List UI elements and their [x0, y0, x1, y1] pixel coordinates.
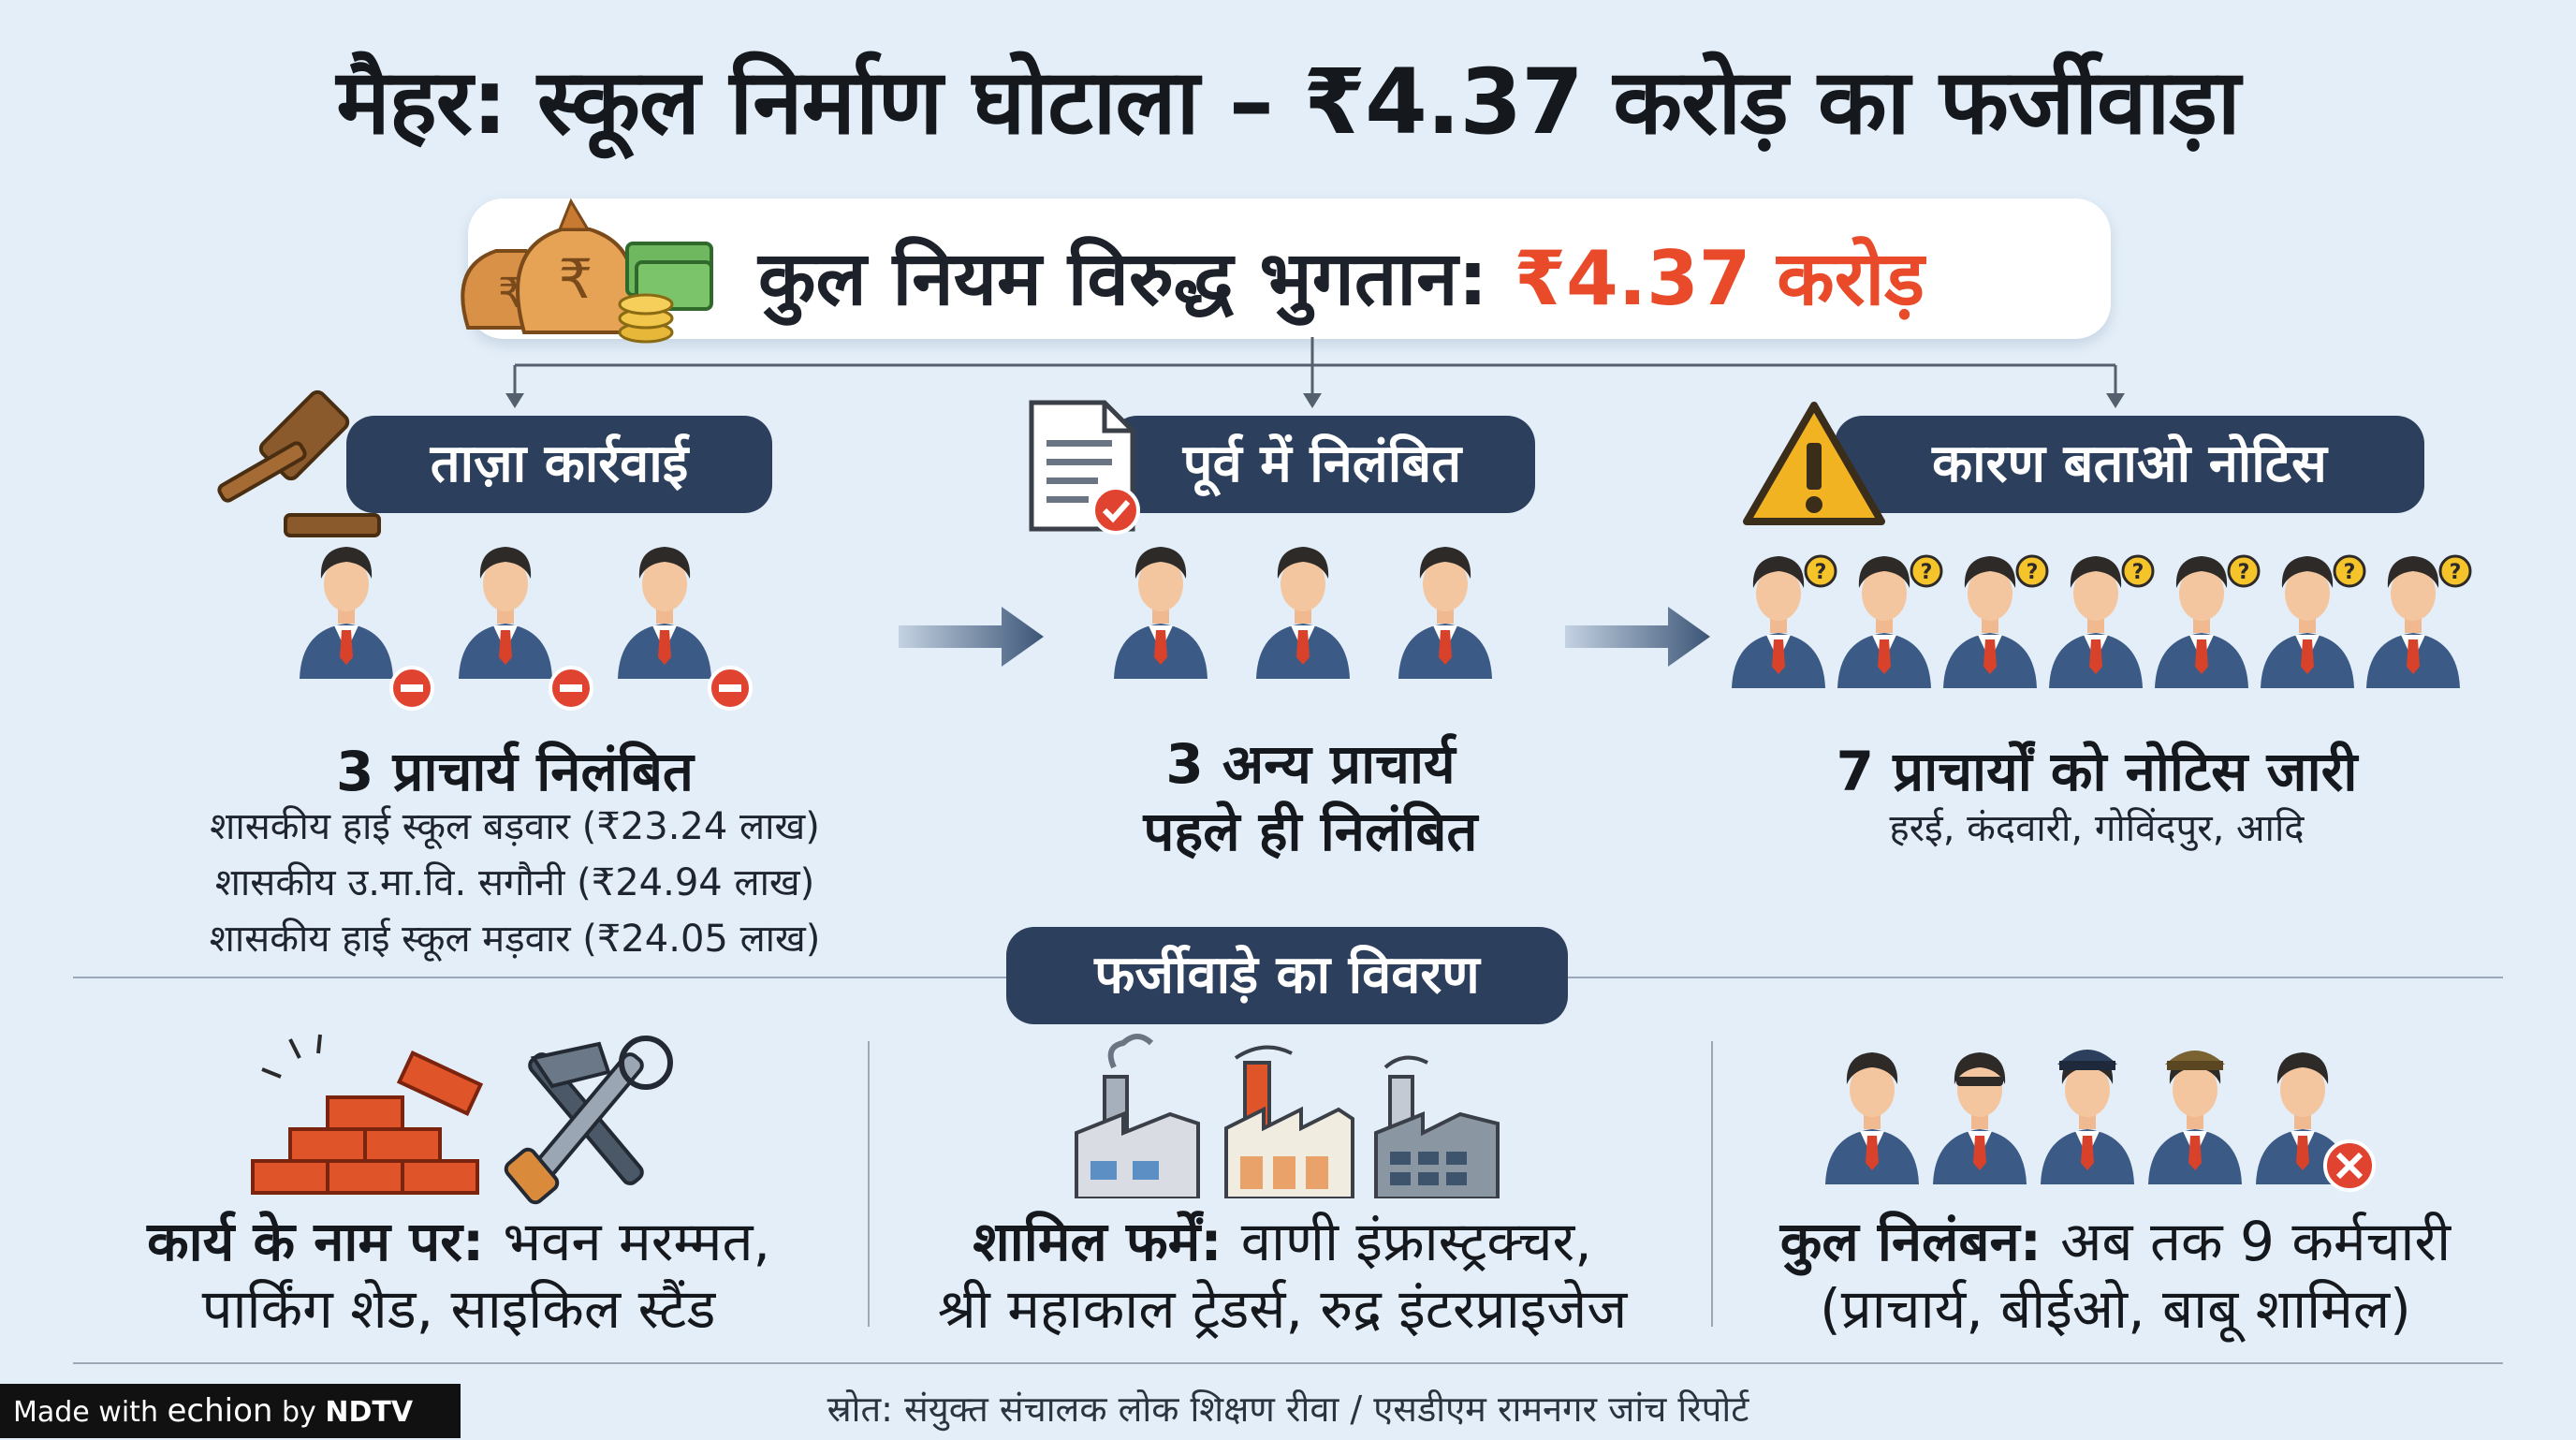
firms-line-1: शामिल फर्में: वाणी इंफ्रास्ट्रक्चर,: [899, 1208, 1666, 1275]
arrow-right-icon: [899, 607, 1044, 667]
column-divider: [868, 1041, 870, 1327]
badge-org-logo: NDTV: [325, 1396, 414, 1429]
work-line-2: पार्किंग शेड, साइकिल स्टैंड: [201, 1277, 716, 1341]
suspension-line-2: (प्राचार्य, बीईओ, बाबू शामिल): [1820, 1277, 2411, 1341]
page-title: मैहर: स्कूल निर्माण घोटाला – ₹4.37 करोड़…: [336, 50, 2240, 154]
section2-headline-line2: पहले ही निलंबित: [1143, 800, 1478, 863]
suspension-text-1: अब तक 9 कर्मचारी: [2060, 1210, 2452, 1273]
source-text: स्रोत: संयुक्त संचालक लोक शिक्षण रीवा / …: [827, 1389, 1749, 1430]
previously-suspended-principals-icon: [1114, 547, 1492, 679]
notified-principals-icon: [1732, 554, 2472, 688]
section2-headline-line1: 3 अन्य प्राचार्य: [1165, 732, 1456, 796]
total-payment-text: कुल नियम विरुद्ध भुगतान: ₹4.37 करोड़: [758, 225, 1925, 327]
school-line-1: शासकीय हाई स्कूल बड़वार (₹23.24 लाख): [210, 805, 820, 848]
work-text-1: भवन मरम्मत,: [503, 1210, 770, 1273]
suspension-line-1: कुल निलंबन: अब तक 9 कर्मचारी: [1732, 1208, 2499, 1275]
school-line-2: शासकीय उ.मा.वि. सगौनी (₹24.94 लाख): [214, 861, 815, 904]
factory-icon: [1075, 1034, 1500, 1198]
firms-text-1: वाणी इंफ्रास्ट्रक्चर,: [1240, 1210, 1592, 1273]
badge-by: by: [282, 1396, 316, 1429]
section-heading-show-cause-notice: कारण बताओ नोटिस: [1835, 416, 2424, 513]
work-line-1: कार्य के नाम पर: भवन मरम्मत,: [84, 1208, 833, 1275]
column-divider: [1711, 1041, 1713, 1327]
warning-icon: [1743, 402, 1885, 525]
section-heading-previously-suspended: पूर्व में निलंबित: [1109, 416, 1535, 513]
bricks-tools-icon: [251, 1034, 673, 1205]
work-label: कार्य के नाम पर:: [147, 1210, 485, 1273]
firms-line-2: श्री महाकाल ट्रेडर्स, रुद्र इंटरप्राइजेज: [937, 1277, 1628, 1341]
school-line-3: शासकीय हाई स्कूल मड़वार (₹24.05 लाख): [209, 918, 821, 961]
section-heading-recent-action: ताज़ा कार्रवाई: [346, 416, 772, 513]
document-check-icon: [1029, 400, 1140, 535]
tools-icon: [504, 1036, 673, 1205]
total-label: कुल नियम विरुद्ध भुगतान:: [758, 235, 1488, 322]
bricks-icon: [251, 1034, 484, 1195]
made-with-badge[interactable]: Made with echion by NDTV: [0, 1384, 461, 1438]
section1-headline: 3 प्राचार्य निलंबित: [336, 740, 694, 803]
details-heading: फर्जीवाड़े का विवरण: [1006, 927, 1568, 1024]
staff-group-icon: [1825, 1050, 2376, 1192]
section3-villages: हरई, कंदवारी, गोविंदपुर, आदि: [1889, 807, 2305, 850]
suspension-label: कुल निलंबन:: [1779, 1210, 2042, 1273]
total-amount: ₹4.37 करोड़: [1514, 235, 1925, 322]
badge-prefix: Made with: [13, 1396, 158, 1429]
badge-brand: echion: [167, 1392, 273, 1430]
firms-label: शामिल फर्में:: [973, 1210, 1222, 1273]
money-bags-icon: ₹ ₹: [461, 198, 713, 344]
arrow-right-icon: [1565, 607, 1710, 667]
gavel-icon: [217, 389, 381, 537]
total-payment-card: [468, 198, 2111, 339]
footer-divider: [73, 1362, 2503, 1364]
branch-connector: [505, 337, 2125, 408]
suspended-principals-icon: [300, 547, 753, 711]
section3-headline: 7 प्राचार्यों को नोटिस जारी: [1836, 740, 2358, 803]
svg-text:₹: ₹: [559, 247, 593, 311]
